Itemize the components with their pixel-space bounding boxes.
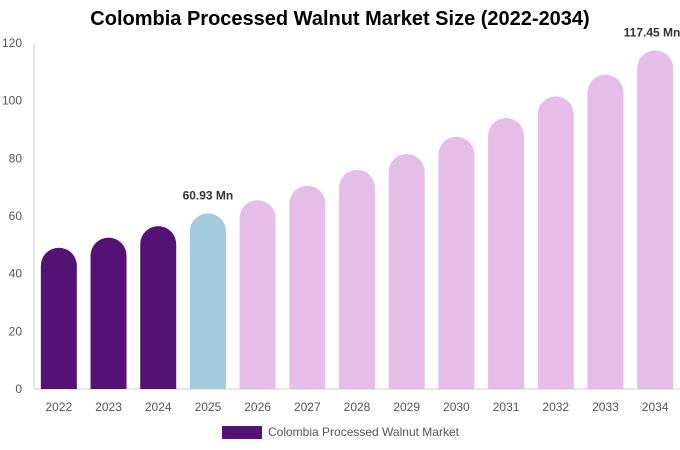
bar-2028: [339, 169, 375, 389]
bar-2026: [239, 200, 276, 389]
x-tick-label: 2031: [493, 400, 520, 414]
bar-2034: [637, 50, 674, 389]
bar-2033: [587, 74, 624, 389]
x-tick-label: 2032: [542, 400, 569, 414]
y-tick-label: 0: [15, 382, 22, 396]
y-tick-label: 60: [9, 209, 23, 223]
x-tick-label: 2028: [344, 400, 371, 414]
bar-2031: [488, 117, 525, 389]
chart-title: Colombia Processed Walnut Market Size (2…: [90, 8, 590, 30]
x-tick-label: 2027: [294, 400, 321, 414]
x-tick-label: 2026: [244, 400, 271, 414]
y-tick-label: 40: [9, 267, 23, 281]
x-tick-label: 2030: [443, 400, 470, 414]
bar-2027: [289, 185, 326, 389]
legend[interactable]: Colombia Processed Walnut Market: [222, 425, 459, 439]
x-tick-label: 2033: [592, 400, 619, 414]
legend-label: Colombia Processed Walnut Market: [268, 425, 459, 439]
bar-2030: [438, 136, 475, 389]
x-tick-label: 2034: [642, 400, 669, 414]
y-tick-label: 80: [9, 151, 23, 165]
legend-swatch: [222, 425, 262, 439]
bar-2023: [90, 237, 127, 389]
y-tick-label: 100: [2, 94, 22, 108]
x-tick-label: 2029: [393, 400, 420, 414]
x-tick-label: 2023: [95, 400, 122, 414]
bar-2029: [388, 154, 425, 389]
data-label: 117.45 Mn: [624, 25, 680, 39]
y-tick-label: 20: [9, 324, 23, 338]
bar-2022: [40, 247, 77, 389]
x-tick-label: 2024: [145, 400, 172, 414]
data-label: 60.93 Mn: [183, 188, 234, 202]
x-tick-label: 2022: [45, 400, 72, 414]
bar-2032: [537, 96, 574, 389]
bar-2025: [189, 213, 226, 389]
x-tick-label: 2025: [195, 400, 222, 414]
y-tick-label: 120: [2, 36, 22, 50]
bar-2024: [140, 226, 177, 389]
